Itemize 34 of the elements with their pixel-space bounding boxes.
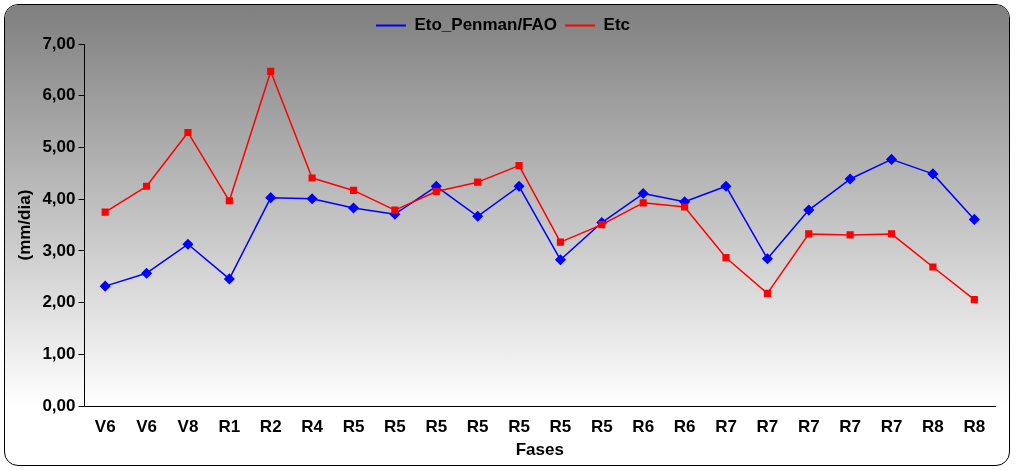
x-tick-label: R5 (508, 417, 530, 437)
x-tick-label: R5 (384, 417, 406, 437)
y-tick-label: 0,00 (42, 395, 76, 415)
x-tick-label: R5 (466, 417, 489, 437)
y-tick-label: 1,00 (42, 344, 76, 364)
x-tick-label: R5 (549, 417, 572, 437)
y-tick-label: 7,00 (42, 33, 76, 53)
x-tick-label: R8 (963, 417, 986, 437)
y-tick-label: 4,00 (42, 188, 76, 208)
x-tick-label: R6 (632, 417, 655, 437)
x-tick-label: R7 (715, 417, 737, 437)
x-tick-label: V6 (136, 417, 157, 437)
x-tick-label: R2 (259, 417, 282, 437)
x-tick-label: R5 (342, 417, 365, 437)
y-axis-title: (mm/dia) (14, 189, 34, 261)
x-axis-title: Fases (515, 440, 564, 460)
x-tick-label: R5 (425, 417, 448, 437)
x-tick-label: R1 (218, 417, 241, 437)
x-tick-label: R7 (756, 417, 779, 437)
y-tick-label: 2,00 (42, 292, 76, 312)
y-tick-label: 6,00 (42, 85, 76, 105)
x-tick-label: R7 (797, 417, 820, 437)
x-tick-label: V8 (177, 417, 199, 437)
x-tick-label: V6 (94, 417, 116, 437)
legend-label: Eto_Penman/FAO (414, 15, 558, 35)
x-tick-label: R7 (880, 417, 903, 437)
x-tick-label: R7 (839, 417, 862, 437)
legend-label: Etc (603, 15, 631, 35)
y-tick-label: 5,00 (42, 137, 76, 157)
x-tick-label: R5 (590, 417, 613, 437)
x-tick-label: R6 (673, 417, 696, 437)
x-tick-label: R4 (301, 417, 324, 437)
y-tick-label: 3,00 (42, 240, 76, 260)
x-tick-label: R8 (922, 417, 944, 437)
